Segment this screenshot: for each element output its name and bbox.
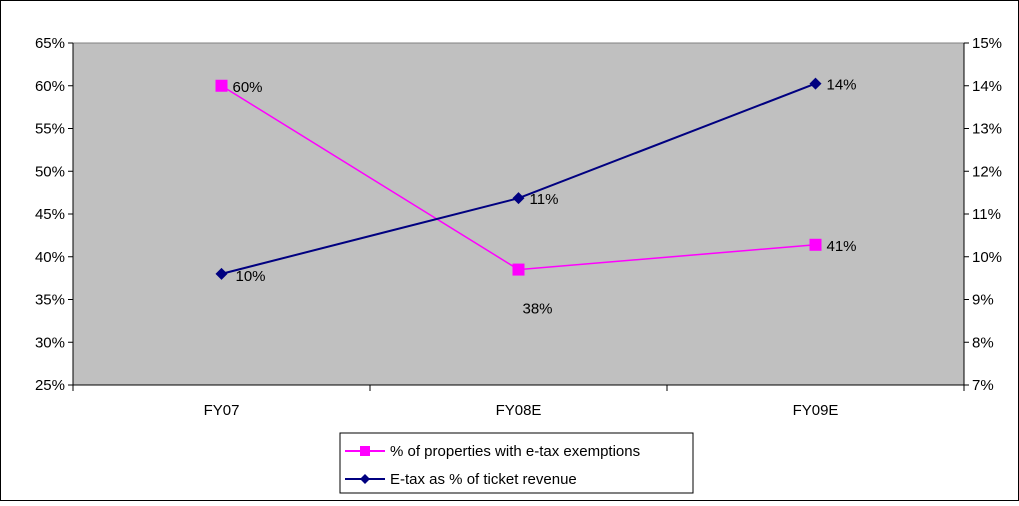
legend-label-etax: E-tax as % of ticket revenue <box>390 471 577 488</box>
left-axis-tick-label: 50% <box>35 163 65 180</box>
right-axis-tick-label: 13% <box>972 121 1002 138</box>
data-label: 11% <box>530 191 559 208</box>
right-axis-tick-label: 8% <box>972 334 994 351</box>
left-axis-tick-label: 60% <box>35 78 65 95</box>
right-axis-tick-label: 7% <box>972 377 994 394</box>
diamond-marker <box>809 77 822 90</box>
x-axis-tick-label: FY08E <box>496 402 542 419</box>
diamond-marker <box>512 192 525 205</box>
plot-area <box>72 42 965 386</box>
x-axis-tick-label: FY07 <box>204 402 240 419</box>
legend: % of properties with e-tax exemptions E-… <box>339 432 694 494</box>
square-marker <box>512 263 525 276</box>
data-labels: 60% 38% 41% 10% 11% 14% <box>233 77 857 318</box>
series <box>215 77 822 280</box>
data-label: 60% <box>233 79 263 96</box>
square-marker <box>215 79 228 92</box>
right-axis-tick-label: 12% <box>972 163 1002 180</box>
diamond-marker <box>215 267 228 280</box>
data-label: 41% <box>827 238 857 255</box>
axes: 25% 30% 35% 40% 45% 50% 55% 60% 65% 7% 8% 9% 10% 11% 1… <box>35 35 1002 419</box>
data-label: 10% <box>236 268 266 285</box>
legend-diamond-marker <box>360 474 370 484</box>
right-axis-tick-label: 11% <box>972 206 1001 223</box>
left-axis-tick-label: 30% <box>35 334 65 351</box>
right-axis-tick-label: 9% <box>972 292 994 309</box>
data-label: 38% <box>523 301 553 318</box>
right-axis-tick-label: 10% <box>972 249 1002 266</box>
legend-label-exemptions: % of properties with e-tax exemptions <box>390 443 640 460</box>
right-axis-tick-label: 15% <box>972 35 1002 52</box>
legend-box <box>339 432 694 494</box>
left-axis-tick-label: 25% <box>35 377 65 394</box>
left-axis-tick-label: 55% <box>35 121 65 138</box>
data-label: 14% <box>827 77 857 94</box>
left-axis-tick-label: 40% <box>35 249 65 266</box>
left-axis-tick-label: 45% <box>35 206 65 223</box>
x-axis-tick-label: FY09E <box>793 402 839 419</box>
square-marker <box>809 238 822 251</box>
legend-square-marker <box>360 446 370 456</box>
left-axis-tick-label: 65% <box>35 35 65 52</box>
left-axis-tick-label: 35% <box>35 292 65 309</box>
right-axis-tick-label: 14% <box>972 78 1002 95</box>
